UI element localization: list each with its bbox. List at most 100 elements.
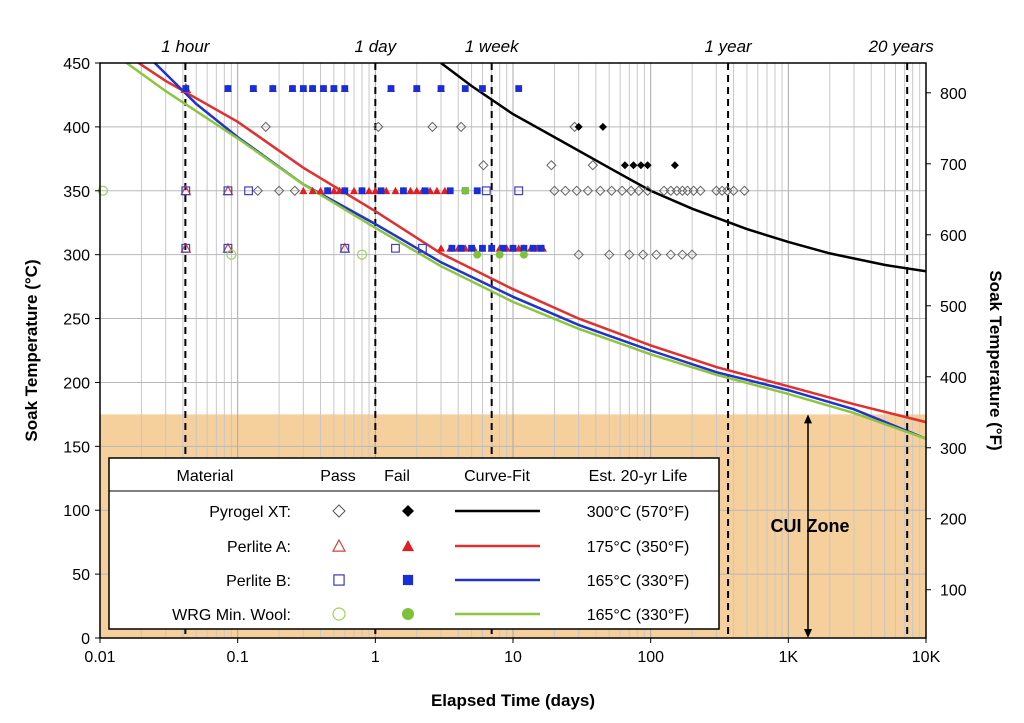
time-marker-label: 20 years	[868, 37, 935, 56]
y-tick-label: 100	[63, 503, 90, 520]
y-tick-label: 300	[63, 248, 90, 265]
fail-point	[461, 85, 469, 92]
cui-zone-label: CUI Zone	[771, 516, 850, 536]
pass-point	[677, 249, 688, 260]
legend-pass-symbol	[331, 538, 347, 552]
pass-point	[226, 249, 237, 260]
pass-point	[587, 160, 599, 171]
legend-fail-symbol	[402, 505, 414, 517]
pass-point	[244, 186, 253, 196]
fail-point	[324, 187, 331, 195]
time-marker-label: 1 year	[704, 37, 753, 56]
pass-point	[455, 121, 467, 133]
fail-point	[269, 85, 277, 92]
fail-point	[316, 186, 325, 195]
fail-point	[574, 122, 583, 131]
pass-point	[604, 249, 615, 260]
legend-material-perlite-b: Perlite B:	[226, 573, 291, 590]
pass-point	[223, 186, 233, 196]
fail-point	[432, 186, 441, 195]
legend-life-wrg: 165°C (330°F)	[587, 607, 690, 624]
legend-material-wrg: WRG Min. Wool:	[172, 607, 291, 624]
pass-point	[289, 185, 301, 196]
y2-tick-label: 500	[940, 299, 967, 316]
pass-point	[739, 185, 750, 196]
legend-header-pass: Pass	[320, 468, 356, 485]
y2-tick-label: 200	[940, 512, 967, 529]
fail-point	[643, 161, 652, 170]
y-tick-label: 0	[81, 631, 90, 648]
pass-point	[181, 243, 191, 253]
fail-point	[341, 85, 349, 92]
y2-tick-label: 100	[940, 583, 967, 600]
fail-point	[289, 85, 296, 92]
pass-point	[686, 249, 698, 260]
fail-point	[488, 244, 496, 252]
fail-point	[412, 186, 421, 195]
fail-point	[479, 244, 486, 252]
pass-point	[625, 185, 637, 196]
curve-fit-line	[124, 63, 926, 440]
y2-tick-label: 800	[940, 86, 967, 103]
fail-point	[520, 244, 528, 252]
fail-point	[299, 186, 308, 195]
pass-point	[418, 243, 427, 253]
fail-point	[479, 85, 486, 92]
fail-point	[387, 85, 395, 92]
pass-point	[340, 243, 350, 253]
curve-fit-line	[136, 63, 926, 424]
fail-point	[365, 186, 374, 195]
pass-point	[273, 185, 285, 196]
time-marker-label: 1 hour	[161, 37, 211, 56]
x-tick-label: 0.01	[84, 649, 115, 666]
time-marker-label: 1 day	[355, 37, 398, 56]
curve-fit-line	[440, 63, 926, 273]
y2-tick-label: 600	[940, 228, 967, 245]
y-tick-label: 250	[63, 312, 90, 329]
legend-life-perlite-a: 175°C (350°F)	[587, 539, 690, 556]
pass-point	[688, 185, 699, 196]
pass-point	[260, 121, 271, 133]
y-tick-label: 200	[63, 375, 90, 392]
fail-point	[515, 85, 523, 92]
fail-point	[329, 186, 338, 195]
fail-point	[620, 161, 629, 170]
fail-point	[371, 186, 380, 195]
legend-material-pyrogel: Pyrogel XT:	[209, 504, 291, 521]
fail-point	[224, 85, 232, 92]
fail-point	[308, 186, 317, 195]
fail-point	[537, 244, 545, 252]
fail-point	[437, 85, 445, 92]
curve-fits	[124, 63, 926, 440]
pass-point	[373, 121, 384, 133]
x-tick-label: 100	[637, 649, 664, 666]
pass-point	[546, 160, 557, 171]
pass-point	[728, 185, 739, 196]
y-tick-label: 400	[63, 120, 90, 137]
fail-point	[299, 85, 307, 92]
fail-point	[377, 187, 385, 195]
fail-point	[473, 187, 481, 195]
time-marker-label: 1 week	[465, 37, 520, 56]
cui-arrow-head-down	[804, 629, 812, 638]
y2-axis-title: Soak Temperature (°F)	[986, 270, 1005, 450]
x-tick-label: 0.1	[227, 649, 249, 666]
pass-point	[560, 185, 571, 196]
y-tick-label: 150	[63, 439, 90, 456]
fail-point	[468, 244, 475, 252]
fail-point	[519, 250, 528, 259]
y2-tick-label: 700	[940, 157, 967, 174]
fail-point	[437, 244, 446, 252]
legend-symbols	[331, 504, 540, 621]
pass-point	[478, 160, 489, 171]
pass-point	[391, 243, 400, 253]
pass-point	[677, 185, 688, 196]
pass-point	[606, 185, 617, 196]
fail-point	[509, 244, 517, 252]
fail-point	[457, 244, 465, 252]
y-tick-label: 50	[72, 567, 90, 584]
y-tick-label: 350	[63, 184, 90, 201]
fail-point	[461, 186, 470, 195]
pass-point	[252, 185, 263, 196]
fail-point	[350, 186, 359, 195]
